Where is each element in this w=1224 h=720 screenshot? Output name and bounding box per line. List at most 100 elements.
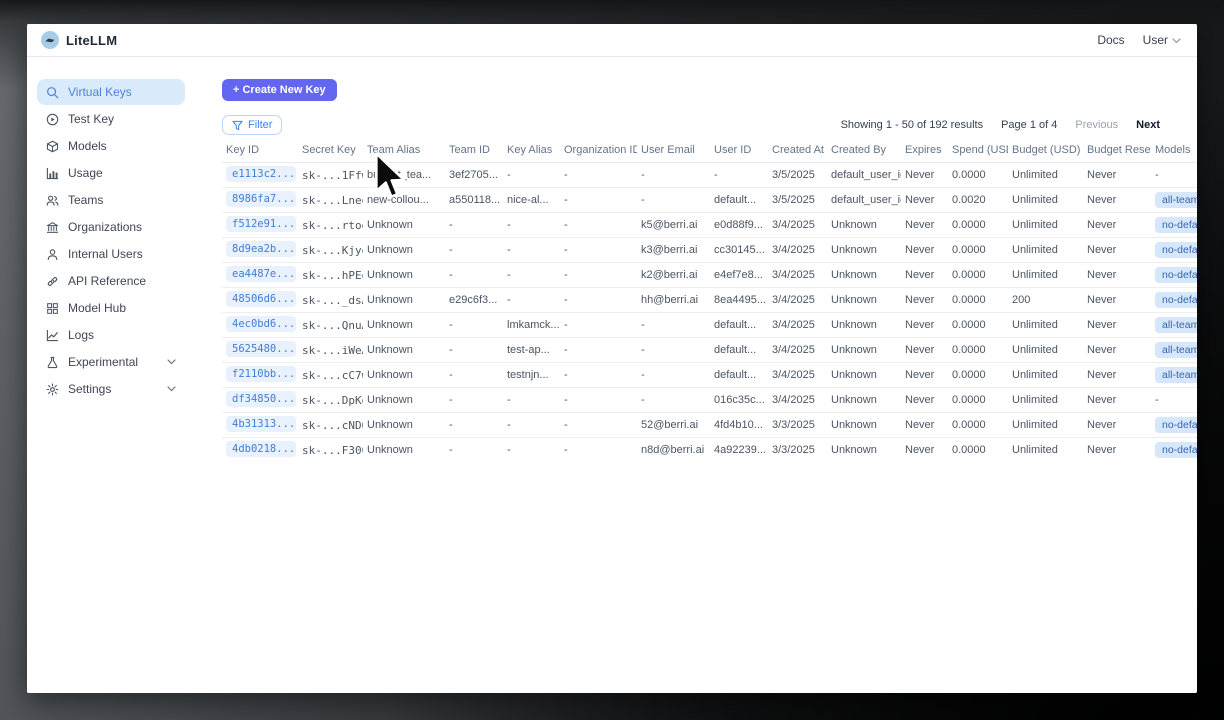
line-chart-icon xyxy=(46,329,59,342)
cell-org-id: - xyxy=(560,387,637,413)
sidebar-item-logs[interactable]: Logs xyxy=(37,322,185,348)
table-row[interactable]: 4db0218... sk-...F300 Unknown - - - n8d@berri.… xyxy=(222,437,1197,458)
table-row[interactable]: 8986fa7... sk-...Lneg new-collou... a550118… xyxy=(222,187,1197,213)
key-id-chip[interactable]: f2110bb... xyxy=(226,365,296,382)
cell-expires: Never xyxy=(901,262,948,288)
table-row[interactable]: f2110bb... sk-...cC7w Unknown - testnjn... - -… xyxy=(222,362,1197,388)
filter-button[interactable]: Filter xyxy=(222,115,283,135)
cell-budget-reset: Never xyxy=(1083,312,1151,338)
cell-expires: Never xyxy=(901,437,948,458)
sidebar-item-model-hub[interactable]: Model Hub xyxy=(37,295,185,321)
cell-user-id: e0d88f9... xyxy=(710,212,768,238)
sidebar-item-api-reference[interactable]: API Reference xyxy=(37,268,185,294)
sidebar-item-models[interactable]: Models xyxy=(37,133,185,159)
cell-org-id: - xyxy=(560,212,637,238)
key-id-chip[interactable]: df34850... xyxy=(226,390,296,407)
cell-created-by: Unknown xyxy=(827,337,901,363)
create-new-key-button[interactable]: + Create New Key xyxy=(222,79,337,101)
cell-expires: Never xyxy=(901,212,948,238)
cell-org-id: - xyxy=(560,337,637,363)
model-chip: no-default xyxy=(1155,242,1197,258)
key-id-chip[interactable]: ea4487e... xyxy=(226,265,296,282)
table-row[interactable]: 4ec0bd6... sk-...QnuA Unknown - lmkamck... - -… xyxy=(222,312,1197,338)
sidebar-item-organizations[interactable]: Organizations xyxy=(37,214,185,240)
sidebar-item-label: Models xyxy=(68,139,107,153)
sidebar-item-test-key[interactable]: Test Key xyxy=(37,106,185,132)
cell-team-alias: Unknown xyxy=(363,312,445,338)
cell-budget: Unlimited xyxy=(1008,412,1083,438)
cell-user-email: - xyxy=(637,312,710,338)
cell-key-alias: test-ap... xyxy=(503,337,560,363)
key-id-chip[interactable]: f512e91... xyxy=(226,215,296,232)
brand[interactable]: LiteLLM xyxy=(41,31,117,49)
cell-team-alias: Unknown xyxy=(363,412,445,438)
table-row[interactable]: f512e91... sk-...rtog Unknown - - - k5@berri.a… xyxy=(222,212,1197,238)
cell-user-email: - xyxy=(637,362,710,388)
cell-user-id: default... xyxy=(710,362,768,388)
key-id-chip[interactable]: 48506d6... xyxy=(226,290,296,307)
table-row[interactable]: ea4487e... sk-...hPEg Unknown - - - k2@berri.a… xyxy=(222,262,1197,288)
column-header-organization-id: Organization ID xyxy=(560,142,637,163)
cell-secret-key: sk-...Lneg xyxy=(298,187,363,213)
docs-link[interactable]: Docs xyxy=(1097,33,1125,47)
sidebar-nav: Virtual Keys Test Key Models Usage Teams Orga… xyxy=(27,57,195,693)
sidebar-item-label: Logs xyxy=(68,328,95,342)
column-header-secret-key: Secret Key xyxy=(298,142,363,163)
table-row[interactable]: 5625480... sk-...iWeA Unknown - test-ap... - -… xyxy=(222,337,1197,363)
people-icon xyxy=(46,194,59,207)
sidebar-item-label: Experimental xyxy=(68,355,139,369)
cell-budget: Unlimited xyxy=(1008,437,1083,458)
cell-budget: Unlimited xyxy=(1008,187,1083,213)
cell-team-id: - xyxy=(445,212,503,238)
cell-models: no-default xyxy=(1151,237,1197,263)
cell-key-alias: testnjn... xyxy=(503,362,560,388)
cell-key-id: 5625480... xyxy=(222,337,298,363)
cell-created-at: 3/3/2025 xyxy=(768,412,827,438)
sidebar-item-label: Internal Users xyxy=(68,247,143,261)
table-row[interactable]: 4b31313... sk-...cNDQ Unknown - - -52@berri.a… xyxy=(222,412,1197,438)
page-indicator: Page 1 of 4 xyxy=(1001,119,1058,131)
cell-created-at: 3/5/2025 xyxy=(768,187,827,213)
column-header-key-alias: Key Alias xyxy=(503,142,560,163)
cell-created-by: Unknown xyxy=(827,312,901,338)
bank-icon xyxy=(46,221,59,234)
key-id-chip[interactable]: 8d9ea2b... xyxy=(226,240,296,257)
key-id-chip[interactable]: 4ec0bd6... xyxy=(226,315,296,332)
sidebar-item-usage[interactable]: Usage xyxy=(37,160,185,186)
cell-created-by: Unknown xyxy=(827,287,901,313)
table-row[interactable]: 48506d6... sk-..._dsA Unknown e29c6f3... - - h… xyxy=(222,287,1197,313)
key-id-chip[interactable]: 5625480... xyxy=(226,340,296,357)
cell-budget-reset: Never xyxy=(1083,362,1151,388)
sidebar-item-experimental[interactable]: Experimental xyxy=(37,349,185,375)
cell-key-alias: lmkamck... xyxy=(503,312,560,338)
table-row[interactable]: 8d9ea2b... sk-...Kjyg Unknown - - - k3@berri.a… xyxy=(222,237,1197,263)
cell-key-alias: - xyxy=(503,437,560,458)
cell-expires: Never xyxy=(901,287,948,313)
sidebar-item-internal-users[interactable]: Internal Users xyxy=(37,241,185,267)
sidebar-item-settings[interactable]: Settings xyxy=(37,376,185,402)
key-id-chip[interactable]: 8986fa7... xyxy=(226,190,296,207)
table-row[interactable]: e1113c2... sk-...1Ffw budget_tea... 3ef2705… xyxy=(222,162,1197,188)
cell-user-email: 52@berri.ai xyxy=(637,412,710,438)
keys-table: Key ID Secret Key Team Alias Team ID Key Ali… xyxy=(222,142,1197,458)
cell-created-by: Unknown xyxy=(827,237,901,263)
next-page-button[interactable]: Next xyxy=(1136,119,1160,131)
sidebar-item-teams[interactable]: Teams xyxy=(37,187,185,213)
cell-models: no-default xyxy=(1151,412,1197,438)
cell-spend: 0.0000 xyxy=(948,237,1008,263)
sidebar-item-virtual-keys[interactable]: Virtual Keys xyxy=(37,79,185,105)
key-id-chip[interactable]: 4b31313... xyxy=(226,415,296,432)
cell-created-by: Unknown xyxy=(827,362,901,388)
cell-budget: Unlimited xyxy=(1008,237,1083,263)
table-row[interactable]: df34850... sk-...DpKg Unknown - - - -016c35c..… xyxy=(222,387,1197,413)
model-chip: all-team-n xyxy=(1155,317,1197,333)
cell-team-alias: Unknown xyxy=(363,262,445,288)
cell-budget: Unlimited xyxy=(1008,212,1083,238)
user-menu[interactable]: User xyxy=(1143,33,1181,47)
cell-team-id: - xyxy=(445,312,503,338)
cell-org-id: - xyxy=(560,237,637,263)
key-id-chip[interactable]: e1113c2... xyxy=(226,165,296,182)
key-id-chip[interactable]: 4db0218... xyxy=(226,440,296,457)
previous-page-button[interactable]: Previous xyxy=(1075,119,1119,131)
cell-key-alias: nice-al... xyxy=(503,187,560,213)
